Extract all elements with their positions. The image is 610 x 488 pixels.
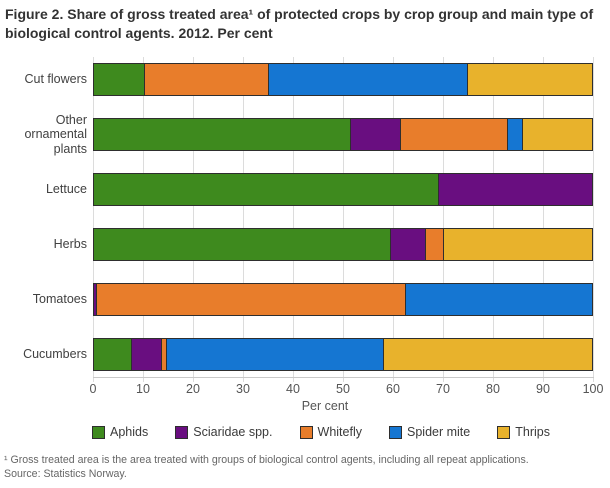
x-tick-label: 10: [136, 382, 150, 396]
x-axis-line: [93, 377, 594, 378]
bar-row-herbs: [93, 228, 593, 261]
legend-item-aphids: Aphids: [92, 425, 148, 439]
category-label: Herbs: [53, 237, 87, 252]
x-tick-label: 90: [536, 382, 550, 396]
bar-row-cucumbers: [93, 338, 593, 371]
x-tick-label: 40: [286, 382, 300, 396]
bar-segment-thrips: [382, 339, 592, 370]
gridline: [243, 57, 244, 382]
bar-segment-thrips: [522, 119, 592, 150]
bar-segment-thrips: [467, 64, 592, 95]
legend-swatch: [299, 425, 313, 439]
chart-title: Figure 2. Share of gross treated area¹ o…: [5, 6, 594, 41]
legend-label: Sciaridae spp.: [193, 425, 273, 439]
x-tick-label: 70: [436, 382, 450, 396]
legend-label: Spider mite: [407, 425, 471, 439]
bar-row-tomatoes: [93, 283, 593, 316]
x-tick-label: 50: [336, 382, 350, 396]
bar-row-cut-flowers: [93, 63, 593, 96]
x-tick-label: 80: [486, 382, 500, 396]
bar-row-lettuce: [93, 173, 593, 206]
bar-row-other-ornamental-plants: [93, 118, 593, 151]
legend-label: Aphids: [110, 425, 149, 439]
bar-segment-spider-mite: [507, 119, 523, 150]
legend-label: Thrips: [515, 425, 550, 439]
category-label: Lettuce: [45, 182, 87, 197]
category-label: Tomatoes: [32, 292, 87, 307]
legend-swatch: [175, 425, 189, 439]
category-label: Cucumbers: [23, 347, 87, 362]
bar-segment-spider-mite: [166, 339, 383, 370]
x-tick-label: 20: [186, 382, 200, 396]
bar-segment-sciaridae-spp-: [350, 119, 401, 150]
bar-segment-spider-mite: [268, 64, 468, 95]
bar-segment-sciaridae-spp-: [437, 174, 592, 205]
gridline: [443, 57, 444, 382]
footnote-source: Source: Statistics Norway.: [4, 467, 127, 480]
legend-item-thrips: Thrips: [497, 425, 550, 439]
bar-segment-whitefly: [96, 284, 406, 315]
legend-swatch: [497, 425, 511, 439]
bar-segment-aphids: [94, 64, 144, 95]
footnote-definition: ¹ Gross treated area is the area treated…: [4, 454, 529, 466]
bar-segment-sciaridae-spp-: [390, 229, 426, 260]
bar-segment-aphids: [94, 339, 132, 370]
legend-item-spider-mite: Spider mite: [389, 425, 470, 439]
x-axis-title: Per cent: [301, 399, 349, 413]
y-axis-labels: Cut flowers Other ornamental plants Lettuc…: [0, 57, 87, 377]
legend-swatch: [92, 425, 105, 439]
legend-item-sciaridae-spp-: Sciaridae spp.: [175, 425, 272, 439]
bar-segment-aphids: [94, 229, 391, 260]
x-tick-label: 100: [582, 382, 604, 396]
legend-label: Whitefly: [317, 425, 362, 439]
gridline: [593, 57, 594, 382]
bar-segment-spider-mite: [405, 284, 592, 315]
x-axis-ticks: 0 10 20 30 40 50 60 70 80 90 100: [89, 382, 604, 398]
bar-segment-whitefly: [161, 339, 167, 370]
bar-segment-sciaridae-spp-: [94, 284, 97, 315]
plot-area: [93, 57, 594, 382]
gridline: [143, 57, 144, 382]
category-label: Other ornamental plants: [24, 112, 87, 156]
gridline: [393, 57, 394, 382]
gridline: [493, 57, 494, 382]
bar-segment-whitefly: [425, 229, 443, 260]
gridline: [193, 57, 194, 382]
bar-segment-thrips: [442, 229, 592, 260]
chart-legend: Aphids Sciaridae spp. Whitefly Spider mite T…: [92, 423, 550, 441]
bar-segment-aphids: [94, 119, 351, 150]
legend-swatch: [389, 425, 402, 439]
gridline: [543, 57, 544, 382]
x-tick-label: 60: [386, 382, 400, 396]
bar-segment-whitefly: [400, 119, 508, 150]
gridline: [293, 57, 294, 382]
bar-segment-aphids: [94, 174, 438, 205]
bar-segment-sciaridae-spp-: [131, 339, 162, 370]
category-label: Cut flowers: [24, 72, 87, 87]
gridline: [343, 57, 344, 382]
x-tick-label: 30: [236, 382, 250, 396]
legend-item-whitefly: Whitefly: [299, 425, 362, 439]
gridline: [93, 57, 94, 382]
bar-segment-whitefly: [143, 64, 269, 95]
x-tick-label: 0: [89, 382, 97, 396]
footnote: ¹ Gross treated area is the area treated…: [4, 454, 608, 481]
